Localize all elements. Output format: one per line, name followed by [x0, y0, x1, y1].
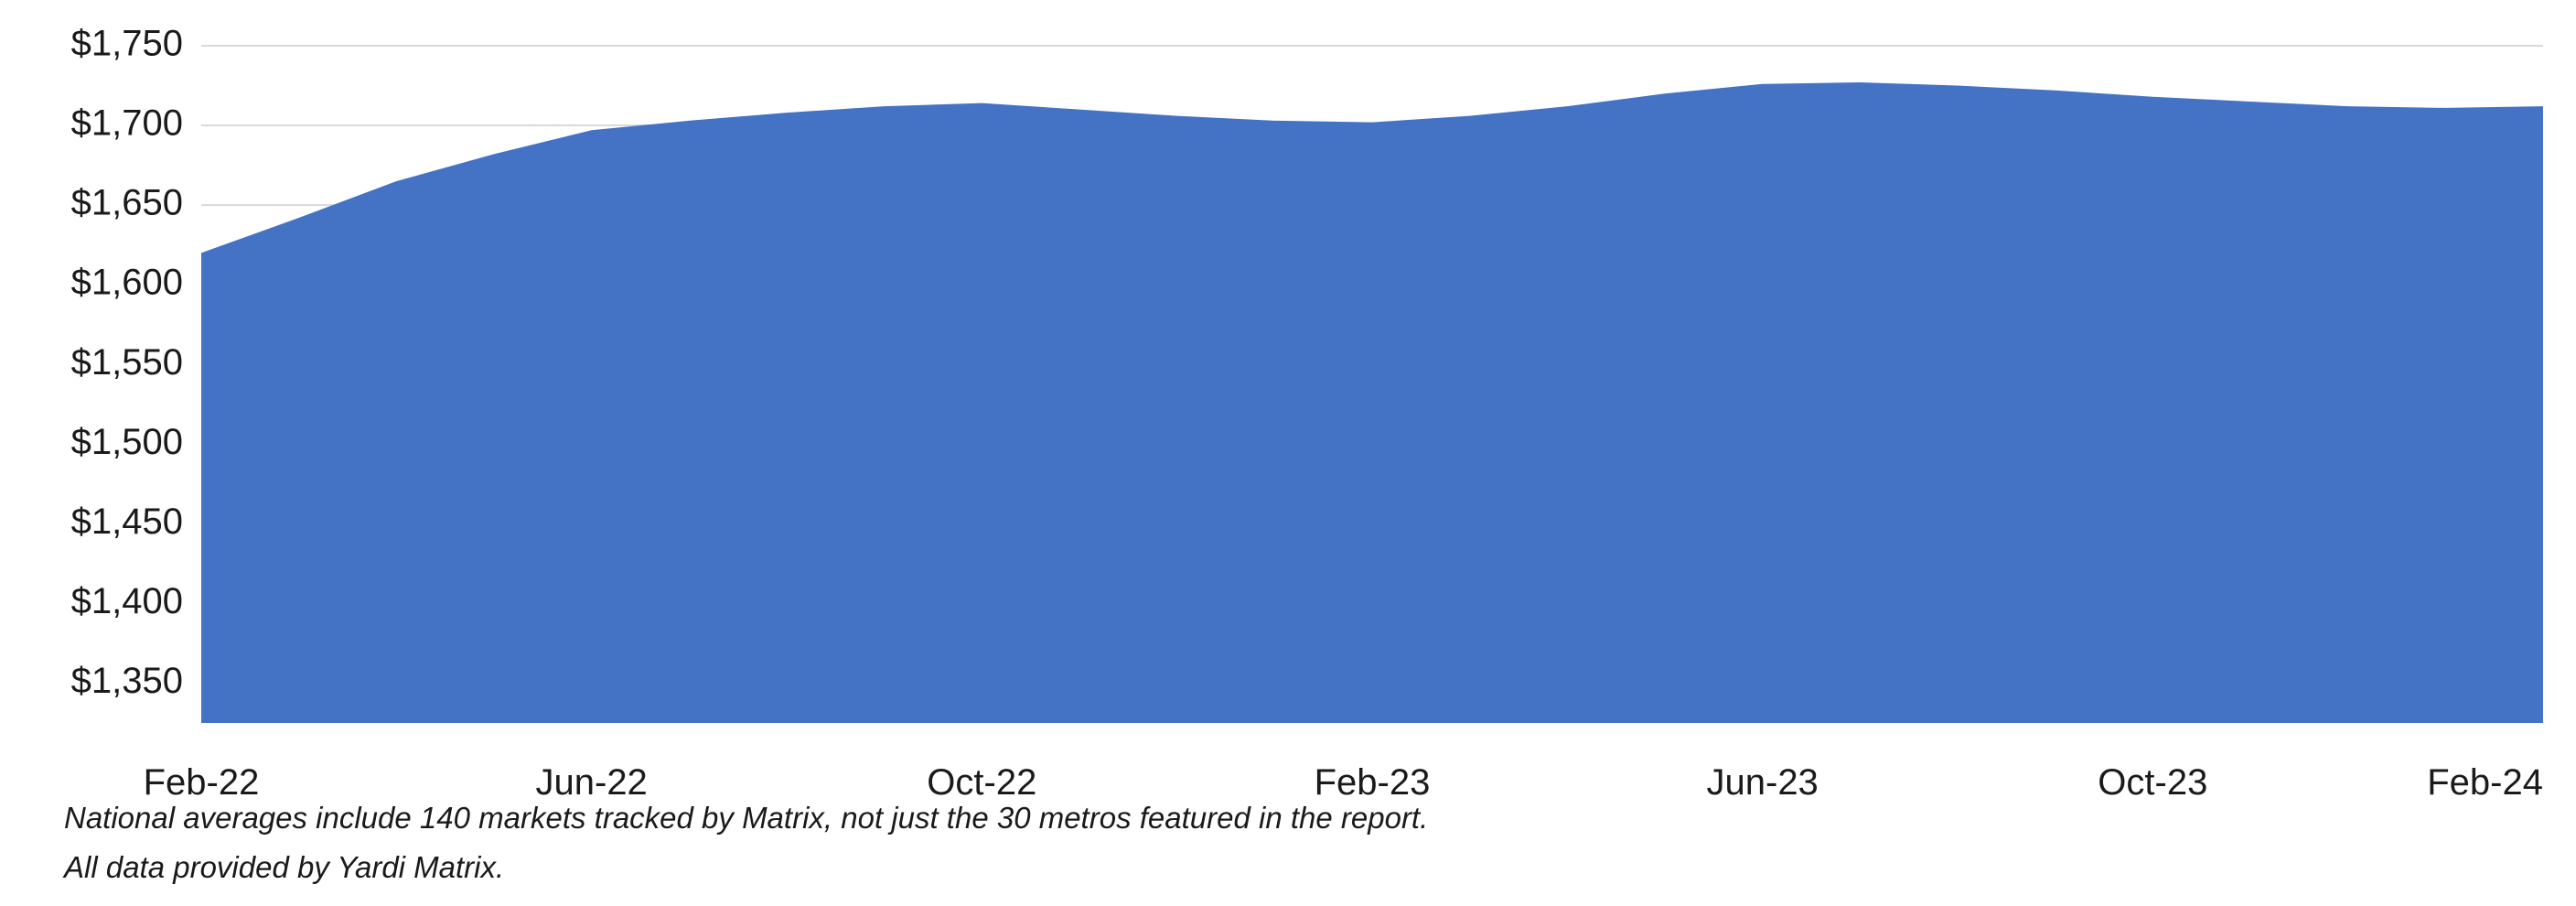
chart-svg: $1,350 $1,400 $1,450 $1,500 $1,550 $1,600 $1,6… — [0, 0, 2576, 906]
footnote-line-2: All data provided by Yardi Matrix. — [64, 846, 2442, 890]
svg-text:Feb-24: Feb-24 — [2427, 762, 2543, 803]
svg-text:$1,400: $1,400 — [71, 581, 183, 621]
rent-area-chart: $1,350 $1,400 $1,450 $1,500 $1,550 $1,600 $1,6… — [0, 0, 2576, 906]
svg-text:$1,350: $1,350 — [71, 661, 183, 701]
svg-text:$1,700: $1,700 — [71, 103, 183, 144]
svg-text:$1,550: $1,550 — [71, 342, 183, 383]
footnote-line-1: National averages include 140 markets tr… — [64, 796, 2442, 840]
chart-footnotes: National averages include 140 markets tr… — [64, 796, 2442, 895]
svg-text:$1,450: $1,450 — [71, 502, 183, 542]
svg-text:$1,750: $1,750 — [71, 24, 183, 64]
svg-text:$1,500: $1,500 — [71, 422, 183, 462]
svg-text:$1,600: $1,600 — [71, 263, 183, 303]
svg-text:$1,650: $1,650 — [71, 183, 183, 223]
